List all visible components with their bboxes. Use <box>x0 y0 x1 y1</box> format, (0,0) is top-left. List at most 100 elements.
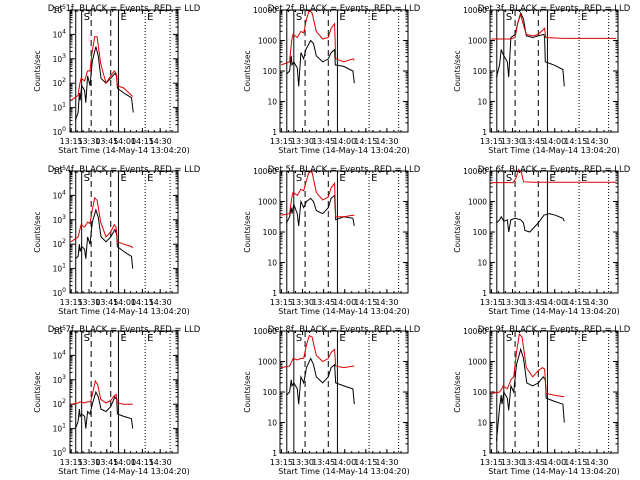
x-tick-label: 13:15 <box>60 137 83 146</box>
y-tick-label: 104 <box>53 189 67 200</box>
marker-label: E <box>371 333 377 344</box>
series-lld-line <box>491 12 617 40</box>
x-tick-label: 14:15 <box>354 298 377 307</box>
series-lld-line <box>70 196 134 249</box>
x-axis-label: Start Time (14-May-14 13:04:20) <box>278 307 409 316</box>
marker-label: E <box>581 333 587 344</box>
x-tick-label: 13:15 <box>60 458 83 467</box>
panel-title: Det 7f, BLACK = Events, RED = LLD <box>48 325 201 335</box>
x-tick-label: 13:30 <box>291 298 314 307</box>
x-axis-label: Start Time (14-May-14 13:04:20) <box>58 146 189 155</box>
y-tick-label: 102 <box>53 238 67 249</box>
x-tick-label: 13:45 <box>312 137 335 146</box>
y-tick-label: 10 <box>267 98 277 107</box>
x-tick-label: 14:00 <box>333 298 356 307</box>
x-tick-label: 13:15 <box>60 298 83 307</box>
y-axis-label: Counts/sec <box>453 371 462 412</box>
series-lld-line <box>281 170 355 218</box>
y-tick-label: 105 <box>53 325 67 336</box>
y-tick-label: 10000 <box>463 167 487 176</box>
y-tick-label: 101 <box>53 102 67 113</box>
marker-label: E <box>581 173 587 184</box>
x-tick-label: 14:15 <box>564 298 587 307</box>
x-tick-label: 13:15 <box>480 298 503 307</box>
y-tick-label: 1 <box>272 449 277 458</box>
y-tick-label: 105 <box>53 165 67 176</box>
x-tick-label: 14:15 <box>564 458 587 467</box>
x-axis-label: Start Time (14-May-14 13:04:20) <box>488 467 619 476</box>
series-events-line <box>286 39 355 87</box>
x-tick-label: 14:00 <box>333 458 356 467</box>
marker-label: S <box>84 173 90 184</box>
plot-frame <box>279 9 409 133</box>
marker-label: S <box>506 173 512 184</box>
y-tick-label: 103 <box>53 53 67 64</box>
x-axis-label: Start Time (14-May-14 13:04:20) <box>278 146 409 155</box>
marker-label: E <box>339 333 345 344</box>
series-lld-line <box>70 379 133 405</box>
x-tick-label: 13:30 <box>291 137 314 146</box>
series-lld-line <box>491 168 617 184</box>
marker-label: E <box>371 173 377 184</box>
series-events-line <box>286 194 355 226</box>
y-axis-label: Counts/sec <box>243 50 252 91</box>
x-tick-label: 13:30 <box>77 458 100 467</box>
panel-title: Det 8f, BLACK = Events, RED = LLD <box>268 325 421 335</box>
x-tick-label: 13:30 <box>501 298 524 307</box>
y-tick-label: 1000 <box>468 37 487 46</box>
y-axis-label: Counts/sec <box>453 50 462 91</box>
y-axis-label: Counts/sec <box>33 211 42 252</box>
marker-label: E <box>147 173 153 184</box>
y-tick-label: 10000 <box>253 327 277 336</box>
x-tick-label: 13:45 <box>522 298 545 307</box>
series-lld-line <box>70 36 134 101</box>
y-axis-label: Counts/sec <box>453 211 462 252</box>
x-tick-label: 13:30 <box>77 137 100 146</box>
marker-label: S <box>296 333 302 344</box>
y-tick-label: 10 <box>267 419 277 428</box>
marker-label: S <box>296 12 302 23</box>
y-tick-label: 104 <box>53 349 67 360</box>
x-axis-label: Start Time (14-May-14 13:04:20) <box>278 467 409 476</box>
y-tick-label: 103 <box>53 214 67 225</box>
x-tick-label: 13:45 <box>522 458 545 467</box>
x-axis-label: Start Time (14-May-14 13:04:20) <box>58 467 189 476</box>
series-events-line <box>286 357 355 405</box>
y-tick-label: 10 <box>477 98 487 107</box>
x-tick-label: 14:30 <box>149 298 172 307</box>
x-tick-label: 14:30 <box>149 458 172 467</box>
x-tick-label: 14:30 <box>585 298 608 307</box>
panel-title: Det 9f, BLACK = Events, RED = LLD <box>478 325 631 335</box>
x-tick-label: 13:45 <box>312 458 335 467</box>
marker-label: E <box>339 173 345 184</box>
y-tick-label: 100 <box>263 67 278 76</box>
x-tick-label: 14:30 <box>149 137 172 146</box>
x-tick-label: 14:00 <box>113 137 136 146</box>
y-axis-label: Counts/sec <box>33 371 42 412</box>
series-lld-line <box>281 334 355 369</box>
y-tick-label: 10000 <box>253 167 277 176</box>
y-tick-label: 102 <box>53 398 67 409</box>
marker-label: E <box>549 333 555 344</box>
x-tick-label: 13:45 <box>312 298 335 307</box>
x-tick-label: 13:15 <box>270 298 293 307</box>
y-tick-label: 100 <box>53 447 67 458</box>
x-tick-label: 14:00 <box>543 298 566 307</box>
y-tick-label: 100 <box>473 67 488 76</box>
series-events-line <box>496 11 565 87</box>
plot-frame <box>279 170 409 294</box>
x-tick-label: 13:30 <box>501 458 524 467</box>
series-events-line <box>75 390 134 429</box>
x-tick-label: 14:00 <box>333 137 356 146</box>
plot-frame <box>69 9 179 133</box>
y-tick-label: 1000 <box>468 358 487 367</box>
